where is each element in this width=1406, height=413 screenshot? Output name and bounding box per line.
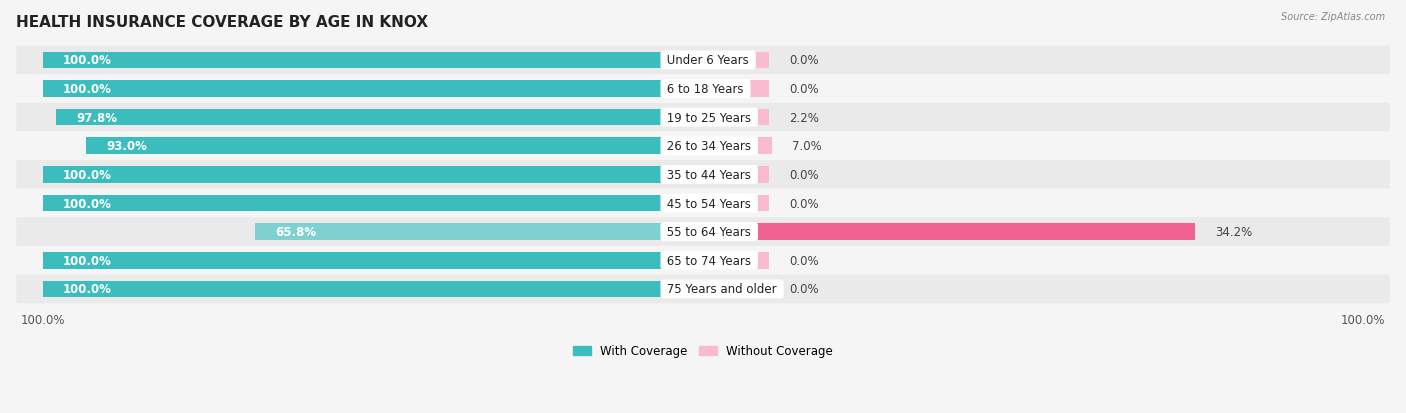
Text: 55 to 64 Years: 55 to 64 Years	[664, 225, 755, 239]
Bar	[42, 195, 664, 212]
Bar	[42, 52, 664, 69]
FancyBboxPatch shape	[17, 47, 1389, 75]
Text: 0.0%: 0.0%	[789, 83, 818, 96]
Text: 7.0%: 7.0%	[792, 140, 823, 153]
Bar	[664, 195, 769, 212]
Text: 45 to 54 Years: 45 to 54 Years	[664, 197, 755, 210]
Text: 6 to 18 Years: 6 to 18 Years	[664, 83, 748, 96]
Text: 100.0%: 100.0%	[62, 83, 111, 96]
FancyBboxPatch shape	[17, 189, 1389, 218]
Text: 75 Years and older: 75 Years and older	[664, 283, 780, 296]
Bar	[664, 52, 769, 69]
Text: 65 to 74 Years: 65 to 74 Years	[664, 254, 755, 267]
FancyBboxPatch shape	[17, 247, 1389, 275]
Bar	[664, 138, 772, 155]
Text: 100.0%: 100.0%	[62, 169, 111, 181]
Bar	[664, 252, 769, 269]
FancyBboxPatch shape	[17, 275, 1389, 304]
Text: 35 to 44 Years: 35 to 44 Years	[664, 169, 755, 181]
Text: 97.8%: 97.8%	[76, 112, 117, 124]
FancyBboxPatch shape	[17, 132, 1389, 161]
FancyBboxPatch shape	[17, 218, 1389, 247]
Bar	[664, 281, 769, 297]
Text: 100.0%: 100.0%	[62, 283, 111, 296]
FancyBboxPatch shape	[17, 161, 1389, 189]
Text: 93.0%: 93.0%	[105, 140, 146, 153]
Bar	[42, 81, 664, 97]
Bar	[42, 252, 664, 269]
Bar	[664, 81, 769, 97]
Text: 100.0%: 100.0%	[62, 54, 111, 67]
Text: 65.8%: 65.8%	[274, 225, 316, 239]
Bar	[56, 109, 664, 126]
Text: 2.2%: 2.2%	[789, 112, 818, 124]
FancyBboxPatch shape	[17, 104, 1389, 132]
Text: HEALTH INSURANCE COVERAGE BY AGE IN KNOX: HEALTH INSURANCE COVERAGE BY AGE IN KNOX	[17, 15, 429, 30]
Text: 34.2%: 34.2%	[1215, 225, 1253, 239]
Text: 0.0%: 0.0%	[789, 283, 818, 296]
Bar	[86, 138, 664, 155]
Bar	[664, 167, 769, 183]
Bar	[254, 224, 664, 240]
Text: 19 to 25 Years: 19 to 25 Years	[664, 112, 755, 124]
Bar	[42, 167, 664, 183]
Text: 0.0%: 0.0%	[789, 54, 818, 67]
Text: 100.0%: 100.0%	[62, 197, 111, 210]
Text: 100.0%: 100.0%	[62, 254, 111, 267]
FancyBboxPatch shape	[17, 75, 1389, 104]
Bar	[42, 281, 664, 297]
Text: 26 to 34 Years: 26 to 34 Years	[664, 140, 755, 153]
Bar	[664, 109, 769, 126]
Text: Source: ZipAtlas.com: Source: ZipAtlas.com	[1281, 12, 1385, 22]
Legend: With Coverage, Without Coverage: With Coverage, Without Coverage	[568, 340, 838, 362]
Bar	[664, 224, 1195, 240]
Text: Under 6 Years: Under 6 Years	[664, 54, 752, 67]
Text: 0.0%: 0.0%	[789, 197, 818, 210]
Text: 0.0%: 0.0%	[789, 254, 818, 267]
Text: 0.0%: 0.0%	[789, 169, 818, 181]
